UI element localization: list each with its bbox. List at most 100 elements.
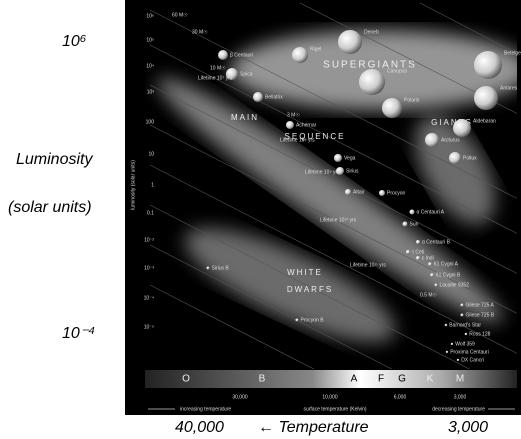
star: [428, 262, 432, 266]
star-label: Deneb: [364, 29, 379, 35]
hr-diagram: 10⁶Luminosity(solar units)10⁻⁴40,000← Te…: [0, 0, 521, 439]
mass-label: 60 M☉: [172, 12, 188, 18]
temp-label: 30,000: [232, 394, 248, 400]
star-label: α Centauri B: [422, 239, 451, 245]
y-tick-label: 10: [148, 151, 154, 157]
mass-label: 3 M☉: [287, 112, 300, 118]
star-label: Gliese 725 A: [466, 302, 495, 308]
lifetime-label: Lifetime 10¹⁰ yrs: [320, 217, 357, 223]
star: [382, 98, 402, 118]
star-label: Procyon B: [301, 317, 325, 323]
star: [416, 240, 420, 244]
star: [296, 319, 299, 322]
lifetime-label: Lifetime 10⁹ yrs: [305, 169, 340, 175]
star-label: α Centauri A: [417, 209, 445, 215]
star: [406, 250, 410, 254]
star: [403, 222, 408, 227]
note: increasing temperature: [180, 406, 231, 412]
y-tick-label: 10⁴: [146, 63, 154, 69]
star: [338, 30, 362, 54]
star-label: Barnard's Star: [449, 322, 481, 328]
star-label: Aldebaran: [473, 118, 496, 124]
outer-x-title: ← Temperature: [258, 419, 369, 436]
star: [359, 69, 385, 95]
star: [449, 152, 461, 164]
mass-label: 30 M☉: [192, 29, 208, 35]
y-tick-label: 10⁻²: [144, 237, 154, 243]
star: [207, 267, 210, 270]
spectral-class: M: [456, 374, 464, 385]
y-tick-label: 10⁻⁴: [144, 295, 154, 301]
star-label: Canopus: [387, 68, 408, 74]
mass-label: 10 M☉: [210, 65, 226, 71]
star-label: Lacaille 9352: [440, 282, 470, 288]
star-label: Arcturus: [441, 137, 460, 143]
lifetime-label: Lifetime 10¹¹ yrs: [350, 262, 386, 268]
spectral-class: F: [378, 374, 384, 385]
star: [286, 121, 294, 129]
note: surface temperature (Kelvin): [303, 406, 366, 412]
outer-label: Luminosity: [16, 151, 93, 168]
temp-label: 10,000: [322, 394, 338, 400]
star: [461, 314, 464, 317]
star-label: 61 Cygni B: [436, 272, 461, 278]
y-tick-label: 10⁵: [146, 37, 154, 43]
outer-y-bottom: 10⁻⁴: [62, 325, 95, 342]
star-label: DX Cancri: [461, 357, 484, 363]
spectral-class: O: [182, 374, 190, 385]
star: [334, 154, 342, 162]
star-label: Antares: [500, 85, 518, 91]
star-label: Sirius B: [212, 265, 230, 271]
star: [451, 343, 453, 345]
star: [446, 351, 448, 353]
star: [218, 50, 228, 60]
star: [445, 324, 448, 327]
star: [379, 190, 385, 196]
star: [292, 47, 308, 63]
outer-x-right: 3,000: [448, 419, 488, 436]
region-label: WHITE: [287, 268, 323, 277]
star: [435, 284, 438, 287]
outer-x-left: 40,000: [175, 419, 224, 436]
y-tick-label: 10⁶: [146, 13, 154, 19]
star-label: Bellatrix: [265, 94, 283, 100]
star: [457, 359, 459, 361]
spectral-class: K: [427, 374, 434, 385]
star-label: Altair: [353, 189, 365, 195]
region-label: MAIN: [231, 113, 259, 122]
star-label: Achernar: [296, 122, 317, 128]
star-label: Pollux: [463, 155, 477, 161]
star: [430, 273, 434, 277]
star-label: 61 Cygni A: [434, 261, 459, 267]
star-label: β Centauri: [230, 52, 253, 58]
lifetime-label: Lifetime 10⁸ yrs: [280, 137, 315, 143]
spectral-class: G: [398, 374, 406, 385]
region-label: DWARFS: [287, 285, 333, 294]
y-tick-label: 10⁻⁵: [144, 324, 154, 330]
star-label: Wolf 359: [455, 341, 475, 347]
star-label: Spica: [240, 71, 253, 77]
star: [465, 333, 468, 336]
star: [474, 86, 498, 110]
star: [416, 256, 420, 260]
note: decreasing temperature: [432, 406, 485, 412]
star-label: Rigel: [310, 46, 321, 52]
star-label: Vega: [344, 155, 356, 161]
star: [425, 133, 439, 147]
star: [461, 304, 464, 307]
y-tick-label: 0.1: [147, 210, 154, 216]
star-label: Procyon: [387, 190, 406, 196]
star: [453, 119, 471, 137]
star: [253, 92, 263, 102]
spectral-class: B: [259, 374, 266, 385]
star-label: Polaris: [404, 97, 420, 103]
temp-label: 3,000: [454, 394, 467, 400]
y-tick-label: 10³: [147, 89, 155, 95]
y-tick-label: 100: [146, 119, 155, 125]
star-label: Proxima Centauri: [450, 349, 489, 355]
star-label: ε Indi: [422, 255, 434, 261]
star-label: Gliese 725 B: [466, 312, 495, 318]
star-label: Ross 128: [469, 331, 490, 337]
star-label: Sirius: [346, 168, 359, 174]
star: [474, 51, 502, 79]
